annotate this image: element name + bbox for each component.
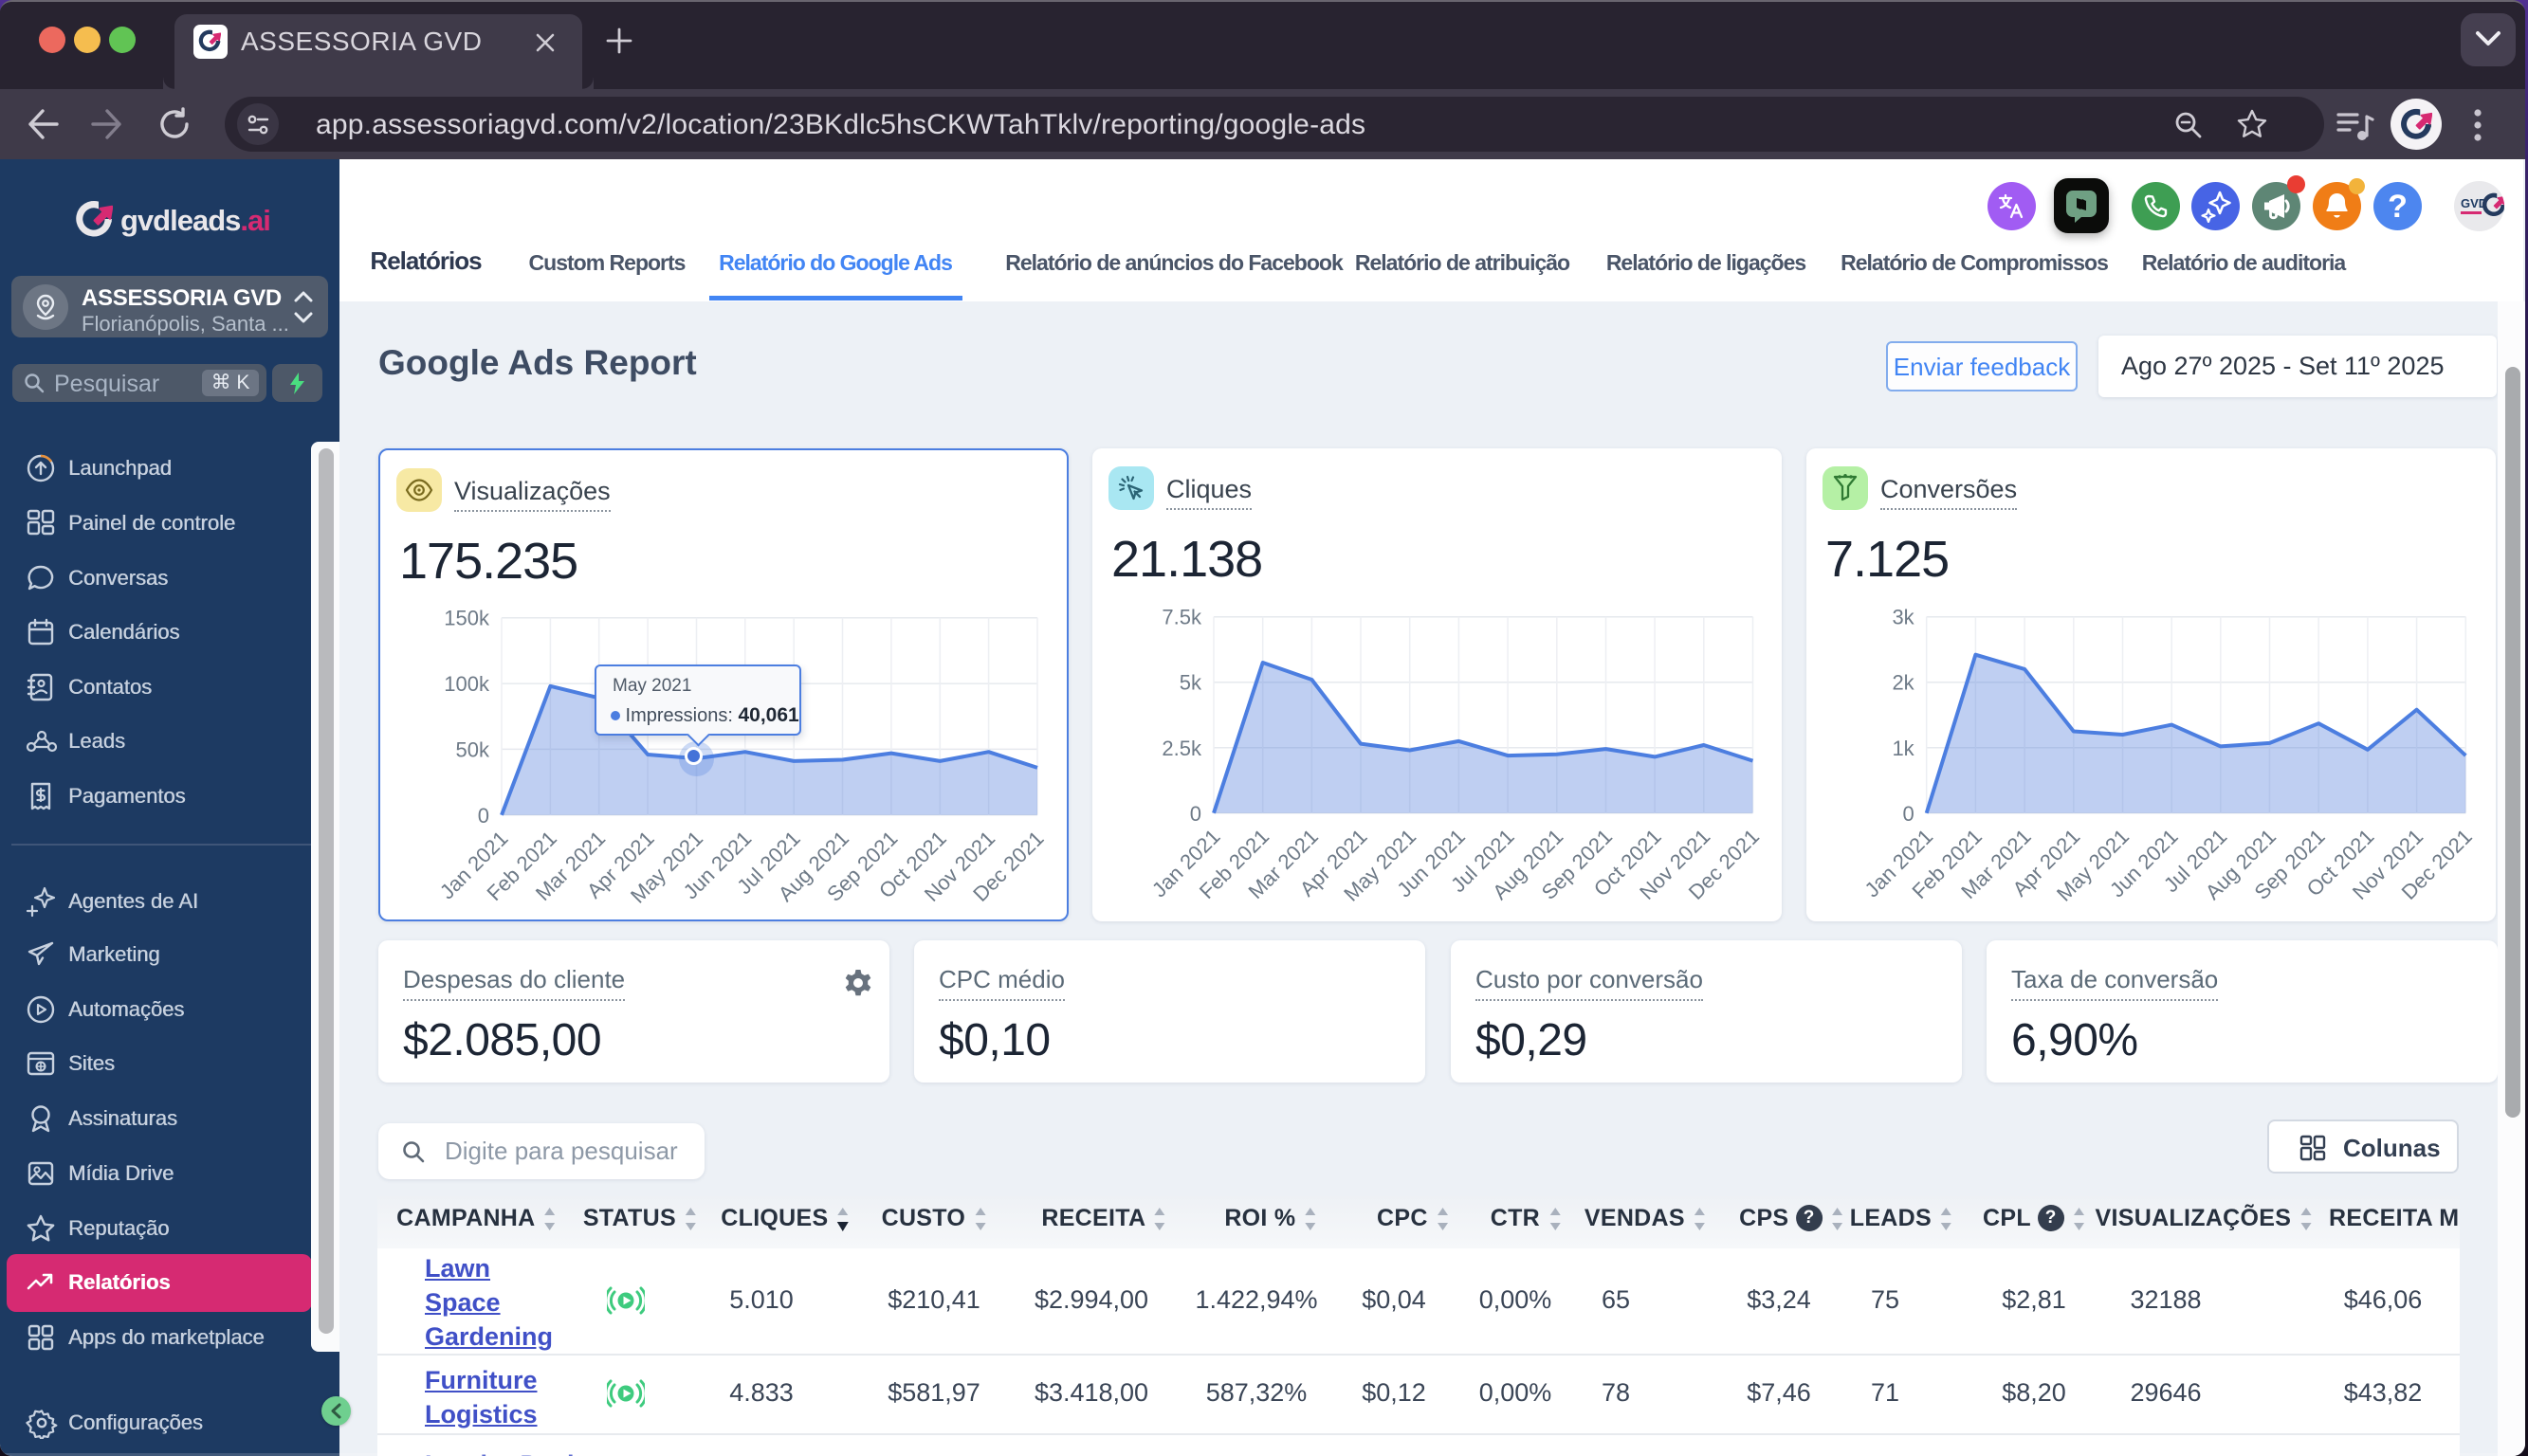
svg-text:0: 0	[478, 804, 489, 828]
svg-text:50k: 50k	[456, 737, 490, 761]
svg-text:3k: 3k	[1892, 606, 1914, 629]
svg-text:150k: 150k	[444, 607, 490, 630]
svg-text:2.5k: 2.5k	[1162, 737, 1202, 760]
svg-text:2k: 2k	[1892, 671, 1914, 695]
svg-text:7.5k: 7.5k	[1162, 606, 1202, 629]
svg-text:5k: 5k	[1180, 671, 1202, 695]
svg-text:1k: 1k	[1892, 737, 1914, 760]
svg-text:0: 0	[1902, 802, 1914, 826]
svg-text:100k: 100k	[444, 672, 490, 696]
svg-text:0: 0	[1190, 802, 1201, 826]
